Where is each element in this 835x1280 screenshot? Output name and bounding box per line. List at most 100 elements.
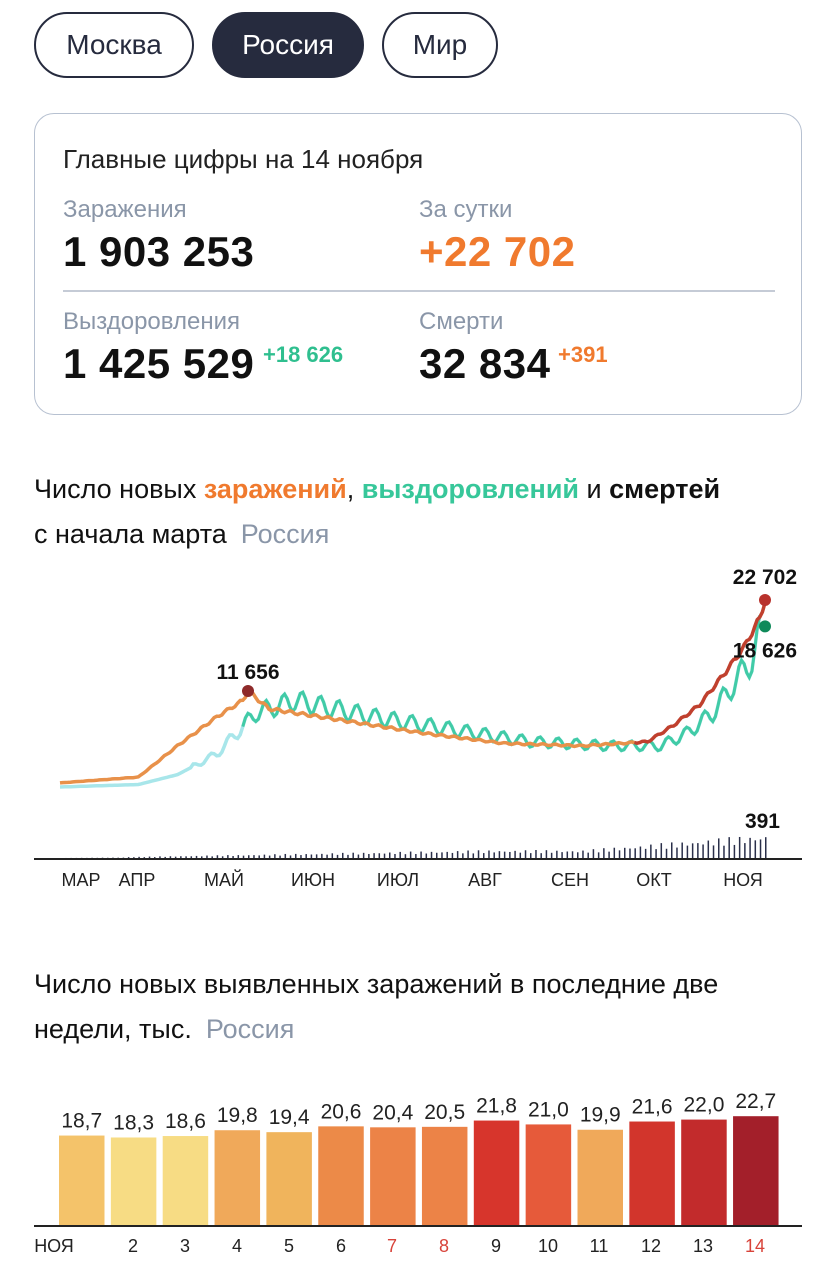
deaths-bar	[441, 852, 443, 858]
bar[interactable]	[681, 1119, 727, 1226]
deaths-value: 32 834	[419, 340, 551, 387]
trend-title-line2: с начала марта	[34, 519, 227, 549]
bar-value-label: 19,8	[217, 1104, 258, 1127]
deaths-bar	[284, 853, 287, 858]
bar[interactable]	[421, 1126, 468, 1226]
bar[interactable]	[473, 1120, 520, 1226]
bar-value-label: 18,3	[113, 1111, 154, 1134]
infections-label: Заражения	[63, 196, 187, 223]
deaths-bar	[718, 838, 720, 858]
bar-x-tick: 6	[336, 1236, 346, 1256]
infections-line	[59, 690, 635, 785]
bar[interactable]	[318, 1126, 364, 1226]
deaths-bar	[634, 848, 636, 858]
bar[interactable]	[577, 1129, 624, 1226]
bar[interactable]	[214, 1130, 261, 1226]
deaths-bar	[765, 837, 767, 858]
deaths-bar	[185, 856, 187, 858]
deaths-bar	[216, 855, 219, 858]
deaths-bar	[749, 837, 751, 858]
deaths-bar	[315, 854, 318, 858]
bar-x-tick: 14	[745, 1236, 765, 1256]
infections-peak-label: 11 656	[216, 661, 279, 684]
deaths-bar	[326, 854, 328, 858]
bars-title: Число новых выявленных заражений в после…	[34, 962, 718, 1052]
deaths-bar	[352, 852, 354, 858]
bar-value-labels: 18,7 18,3 18,6 19,8 19,4 20,6 20,4 20,5 21,8 21,0…	[61, 1090, 776, 1134]
infections-value: 1 903 253	[63, 228, 255, 275]
deaths-bar	[712, 845, 715, 858]
deaths-bar	[409, 851, 412, 858]
deaths-bar	[295, 853, 297, 858]
infections-line-recent	[634, 602, 767, 745]
tab-rossiya[interactable]: Россия	[212, 12, 364, 78]
summary-title: Главные цифры на 14 ноября	[63, 144, 424, 174]
deaths-bar	[472, 853, 475, 858]
deaths-bar	[368, 853, 370, 858]
deaths-bar	[671, 842, 673, 858]
bars-region[interactable]: Россия	[205, 1014, 295, 1044]
bar[interactable]	[525, 1124, 572, 1226]
deaths-bar	[691, 843, 694, 858]
deaths-bar	[268, 855, 271, 858]
bar[interactable]	[266, 1132, 312, 1226]
trend-chart: 11 656 22 702 18 626 391 МАР АПР МАЙ ИЮН ИЮЛ АВГ…	[34, 566, 802, 890]
deaths-bar	[540, 853, 542, 858]
tab-moskva[interactable]: Москва	[34, 12, 194, 78]
bar[interactable]	[629, 1121, 675, 1226]
bars-group	[59, 1116, 779, 1226]
deaths-bar	[133, 857, 135, 858]
trend-x-tick: АВГ	[468, 870, 502, 890]
bar-x-tick: 9	[491, 1236, 501, 1256]
deaths-bar	[389, 852, 391, 858]
deaths-bar	[524, 850, 527, 858]
deaths-bar	[738, 836, 741, 858]
deaths-bar	[174, 856, 177, 858]
bar-x-tick: 2	[128, 1236, 138, 1256]
trend-title-recoveries: выздоровлений	[361, 474, 580, 504]
deaths-bar	[556, 850, 558, 858]
deaths-bar	[232, 856, 234, 858]
bar[interactable]	[59, 1135, 105, 1226]
bar-x-tick: 7	[387, 1236, 397, 1256]
summary-divider	[63, 290, 775, 292]
deaths-bar	[618, 850, 621, 858]
deaths-bar	[211, 856, 213, 858]
deaths-bar	[462, 853, 464, 858]
deaths-bar	[357, 854, 360, 858]
bar-x-tick: 12	[641, 1236, 661, 1256]
bar-value-label: 20,4	[372, 1101, 413, 1124]
bar-value-label: 20,5	[424, 1101, 465, 1124]
bar[interactable]	[162, 1136, 209, 1226]
deaths-bar	[503, 851, 506, 858]
deaths-bar	[399, 851, 401, 858]
bars-title-line2: недели, тыс.	[34, 1014, 192, 1044]
bar[interactable]	[733, 1116, 779, 1226]
trend-annotations: 11 656 22 702 18 626 391	[216, 566, 797, 833]
deaths-bar	[373, 853, 375, 858]
tab-mir[interactable]: Мир	[382, 12, 498, 78]
recoveries-last-dot	[759, 620, 771, 633]
trend-region[interactable]: Россия	[240, 519, 330, 549]
deaths-bar	[169, 856, 172, 858]
trend-x-axis-labels: МАР АПР МАЙ ИЮН ИЮЛ АВГ СЕН ОКТ НОЯ	[61, 869, 762, 890]
bar-x-tick: 5	[284, 1236, 294, 1256]
deaths-bar	[289, 855, 292, 858]
deaths-bar	[190, 856, 193, 858]
deaths-bar	[597, 852, 600, 858]
deaths-bar	[723, 845, 725, 858]
daily-value: +22 702	[419, 228, 576, 275]
bar[interactable]	[110, 1137, 157, 1226]
deaths-bar	[707, 840, 710, 858]
recoveries-line-light	[59, 615, 762, 789]
trend-x-tick: ОКТ	[636, 870, 671, 890]
deaths-bar	[117, 857, 119, 859]
recoveries-last-label: 18 626	[733, 639, 797, 662]
deaths-bar	[550, 852, 553, 858]
deaths-bar	[378, 853, 381, 858]
deaths-bar	[347, 854, 349, 858]
bar[interactable]	[370, 1127, 416, 1226]
deaths-bar	[571, 851, 574, 858]
deaths-bar	[467, 850, 469, 858]
deaths-bar	[587, 852, 589, 858]
